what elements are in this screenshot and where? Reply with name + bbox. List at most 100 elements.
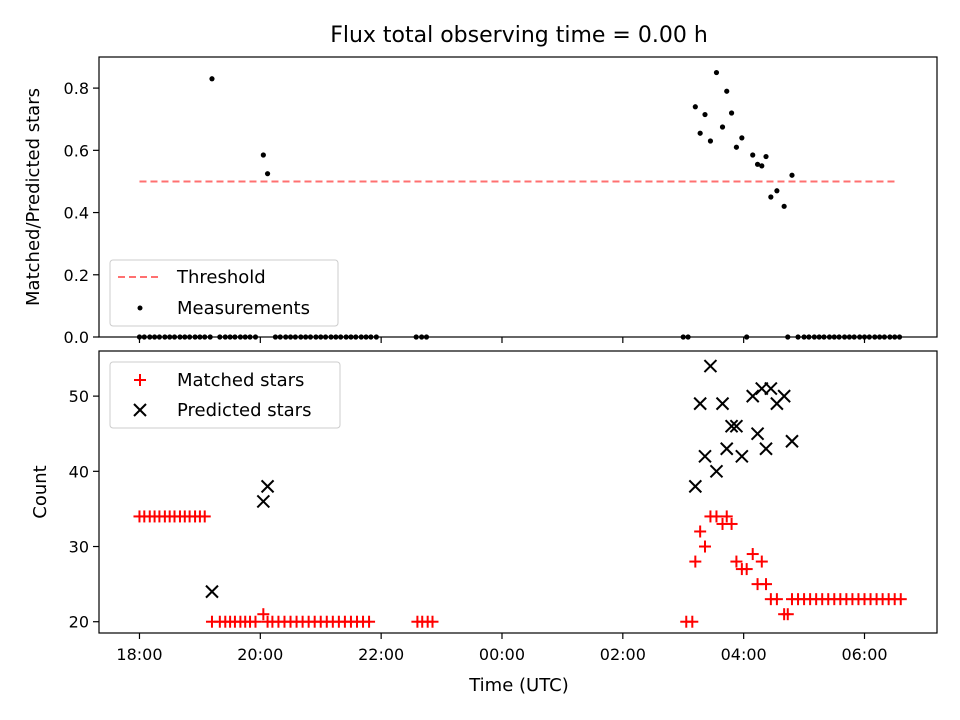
measurement-point [707, 138, 714, 144]
x-axis-label: Time (UTC) [468, 675, 569, 696]
measurement-point [209, 76, 215, 82]
legend-predicted-swatch [133, 403, 147, 417]
measurement-point [896, 334, 903, 340]
measurement-point [187, 334, 193, 340]
count-y-axis-label: Count [30, 465, 51, 518]
measurement-point [728, 110, 735, 116]
measurement-point [368, 334, 374, 340]
measurement-point [141, 334, 147, 340]
measurement-point [836, 334, 842, 340]
count-y-tick-label: 30 [69, 538, 89, 557]
matched-star-point [730, 555, 743, 568]
measurement-point [298, 334, 304, 340]
predicted-star-point [785, 434, 799, 448]
predicted-star-point [703, 359, 718, 373]
x-tick-label: 00:00 [479, 645, 525, 664]
legend-matched-label: Matched stars [177, 370, 304, 391]
measurement-point [151, 334, 158, 340]
measurement-point [816, 334, 822, 340]
measurement-point [733, 144, 740, 150]
predicted-star-point [698, 449, 712, 463]
measurement-point [177, 334, 183, 340]
measurement-point [774, 188, 780, 194]
count-y-tick-label: 50 [69, 387, 89, 406]
ratio-y-tick-label: 0.6 [64, 141, 89, 160]
measurement-point [252, 334, 259, 340]
measurement-point [162, 334, 168, 340]
measurement-point [322, 334, 329, 340]
ratio-marks [136, 69, 903, 340]
count-panel: 20 30 40 50 18:00 20:00 22:00 00:00 02:00 04:00 0… [30, 350, 938, 696]
predicted-star-point [688, 479, 703, 494]
measurement-point [724, 88, 730, 94]
predicted-star-point [715, 396, 730, 411]
measurement-point [328, 334, 334, 340]
matched-star-point [257, 608, 270, 621]
matched-star-point [694, 525, 707, 538]
x-tick-label: 02:00 [600, 645, 646, 664]
count-plot-frame [98, 350, 938, 634]
measurement-point [222, 334, 228, 340]
measurement-point [373, 334, 379, 340]
ratio-y-tick-label: 0.8 [64, 79, 89, 98]
ratio-y-tick-label: 0.4 [64, 204, 89, 223]
predicted-star-point [205, 584, 219, 599]
measurement-point [277, 334, 283, 340]
count-legend: Matched stars Predicted stars [109, 361, 341, 429]
measurement-point [272, 334, 279, 340]
matched-star-point [710, 510, 723, 523]
measurement-point [167, 334, 173, 340]
measurement-point [831, 334, 837, 340]
measurement-point [303, 334, 309, 340]
measurement-point [892, 334, 898, 340]
measurement-point [147, 334, 153, 340]
measurement-point [881, 334, 888, 340]
measurement-point [247, 334, 253, 340]
measurement-point [156, 334, 163, 340]
measurement-point [227, 334, 233, 340]
measurement-point [353, 334, 359, 340]
predicted-star-point [260, 479, 275, 494]
measurement-point [795, 334, 801, 340]
measurement-point [260, 152, 266, 158]
matched-star-point [781, 608, 794, 621]
measurement-point [768, 194, 774, 200]
ratio-plot-frame [98, 56, 938, 338]
x-tick-label: 18:00 [116, 645, 162, 664]
measurement-point [338, 334, 344, 340]
matched-star-point [770, 593, 783, 606]
ratio-y-tick-label: 0.0 [64, 328, 89, 347]
measurement-point [785, 334, 791, 340]
ratio-legend: Threshold Measurements [109, 259, 339, 327]
predicted-star-point [746, 389, 760, 403]
measurement-point [171, 334, 178, 340]
measurement-point [287, 334, 294, 340]
measurement-point [872, 334, 878, 340]
measurement-point [866, 334, 872, 340]
x-tick-label: 04:00 [721, 645, 767, 664]
count-y-tick-label: 40 [69, 462, 89, 481]
measurement-point [680, 334, 686, 340]
matched-star-point [249, 615, 262, 628]
measurement-point [692, 104, 698, 110]
measurement-point [292, 334, 298, 340]
x-tick-label: 22:00 [358, 645, 404, 664]
predicted-star-point [256, 494, 271, 509]
matched-star-point [894, 593, 907, 606]
count-y-tick-label: 20 [69, 613, 89, 632]
predicted-star-point [693, 396, 707, 411]
ratio-y-axis-label: Matched/Predicted stars [23, 88, 44, 306]
measurement-point [264, 171, 271, 177]
matched-star-point [755, 555, 768, 568]
x-tick-label: 06:00 [841, 645, 887, 664]
predicted-star-point [724, 419, 739, 433]
measurement-point [877, 334, 883, 340]
predicted-star-point [709, 464, 724, 479]
ratio-legend-box [109, 259, 339, 327]
measurement-point [348, 334, 354, 340]
count-x-ticks: 18:00 20:00 22:00 00:00 02:00 04:00 06:00 [116, 633, 888, 664]
matched-star-point [760, 578, 773, 591]
measurement-point [739, 135, 745, 141]
x-tick-label: 20:00 [237, 645, 283, 664]
